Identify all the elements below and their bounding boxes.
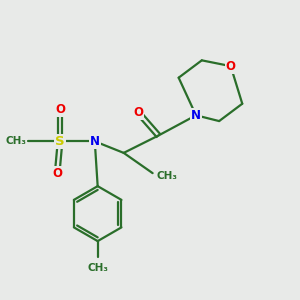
Text: O: O (55, 103, 65, 116)
Text: CH₃: CH₃ (6, 136, 27, 146)
Text: S: S (55, 135, 65, 148)
Text: O: O (226, 60, 236, 73)
Text: N: N (191, 109, 201, 122)
Text: N: N (90, 135, 100, 148)
Text: CH₃: CH₃ (87, 263, 108, 273)
Text: CH₃: CH₃ (157, 171, 178, 181)
Text: O: O (52, 167, 62, 180)
Text: O: O (133, 106, 143, 119)
